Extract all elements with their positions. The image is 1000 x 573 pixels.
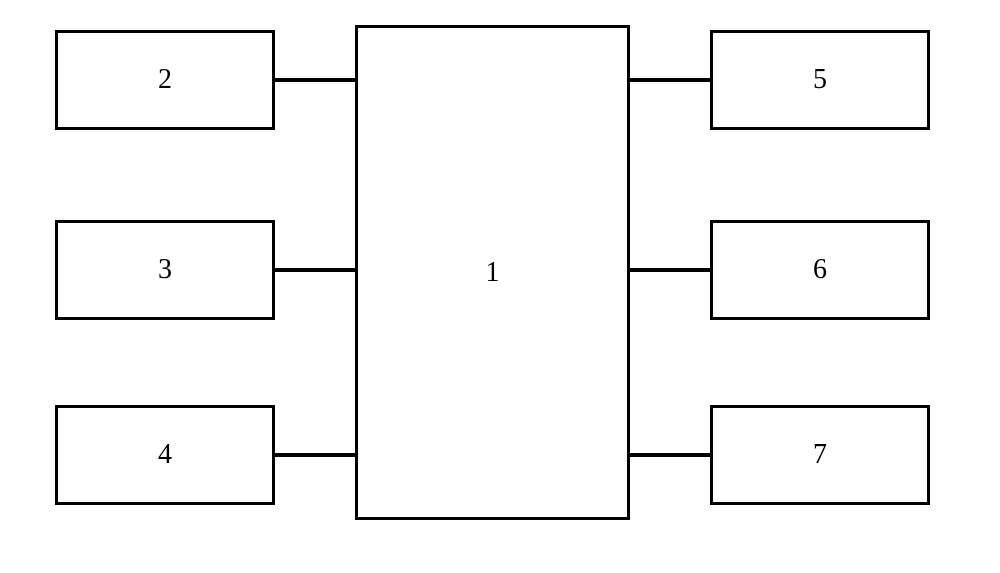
left-box-2: 2 (55, 30, 275, 130)
connector-1-7 (630, 453, 710, 457)
connector-2-1 (275, 78, 355, 82)
connector-1-6 (630, 268, 710, 272)
connector-4-1 (275, 453, 355, 457)
right-box-6-label: 6 (813, 254, 827, 286)
center-box-label: 1 (486, 257, 500, 289)
right-box-6: 6 (710, 220, 930, 320)
right-box-5: 5 (710, 30, 930, 130)
left-box-3-label: 3 (158, 254, 172, 286)
center-box: 1 (355, 25, 630, 520)
right-box-7: 7 (710, 405, 930, 505)
left-box-4: 4 (55, 405, 275, 505)
connector-3-1 (275, 268, 355, 272)
right-box-7-label: 7 (813, 439, 827, 471)
left-box-2-label: 2 (158, 64, 172, 96)
left-box-4-label: 4 (158, 439, 172, 471)
connector-1-5 (630, 78, 710, 82)
block-diagram: 1 2 3 4 5 6 7 (0, 0, 1000, 573)
right-box-5-label: 5 (813, 64, 827, 96)
left-box-3: 3 (55, 220, 275, 320)
